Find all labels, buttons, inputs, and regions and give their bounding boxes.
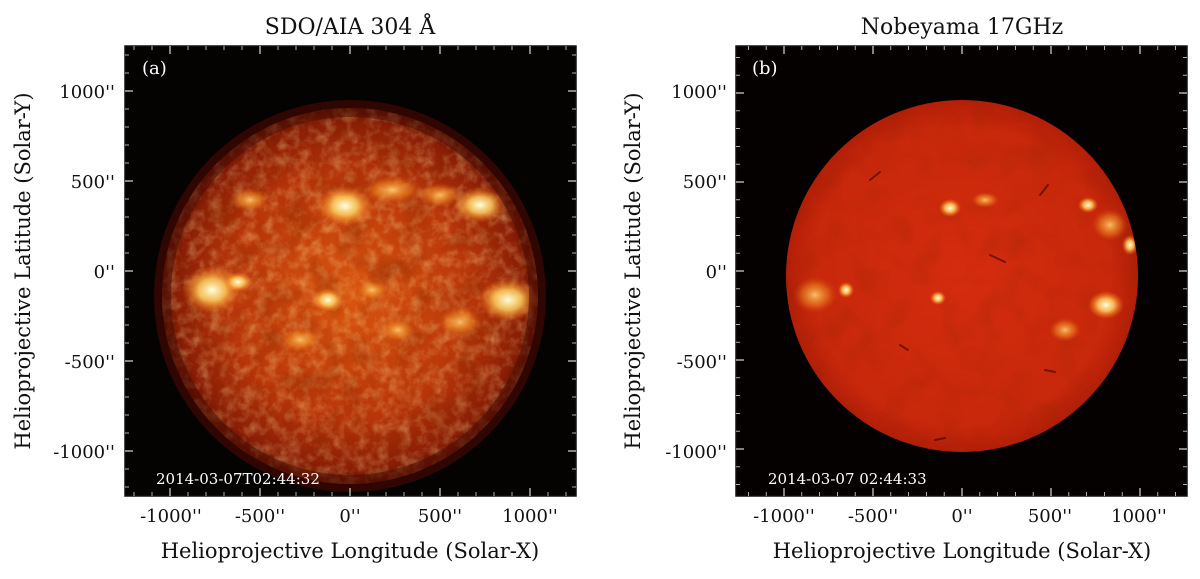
y-tick-label: 0'': [706, 262, 727, 283]
y-tick-label: 500'': [683, 172, 727, 193]
tick-marks: [125, 46, 576, 496]
x-axis-label: Helioprojective Longitude (Solar-X): [773, 539, 1152, 563]
y-tick-label: 500'': [71, 172, 115, 193]
x-tick-label: 500'': [418, 506, 462, 527]
y-axis-label: Helioprojective Latitude (Solar-Y): [621, 92, 645, 449]
y-tick-label: -1000'': [665, 442, 727, 463]
tick-marks: [736, 46, 1187, 496]
y-tick-label: -1000'': [53, 442, 115, 463]
panel-nobeyama-17ghz: Nobeyama 17GHz: [621, 15, 1188, 563]
panel-title: SDO/AIA 304 Å: [265, 12, 437, 40]
y-tick-label: 0'': [94, 262, 115, 283]
x-axis-label: Helioprojective Longitude (Solar-X): [161, 539, 540, 563]
x-tick-label: 0'': [339, 506, 360, 527]
x-tick-label: 1000'': [1111, 506, 1167, 527]
x-tick-label: 1000'': [502, 506, 558, 527]
timestamp: 2014-03-07T02:44:32: [156, 470, 320, 488]
x-tick-label: -1000'': [753, 506, 815, 527]
x-tick-label: -500'': [235, 506, 285, 527]
y-tick-label: 1000'': [671, 82, 727, 103]
solar-disk-radio: [786, 100, 1138, 452]
y-tick-labels: 1000'' 500'' 0'' -500'' -1000'': [53, 82, 115, 463]
solar-disk-euv: [154, 100, 546, 492]
x-tick-label: -1000'': [140, 506, 202, 527]
x-tick-labels: -1000'' -500'' 0'' 500'' 1000'': [140, 506, 558, 527]
timestamp: 2014-03-07 02:44:33: [768, 470, 927, 488]
y-tick-labels: 1000'' 500'' 0'' -500'' -1000'': [665, 82, 727, 463]
panel-aia-304: SDO/AIA 304 Å: [11, 12, 577, 563]
x-tick-labels: -1000'' -500'' 0'' 500'' 1000'': [753, 506, 1167, 527]
y-axis-label: Helioprojective Latitude (Solar-Y): [11, 92, 35, 449]
y-tick-label: 1000'': [59, 82, 115, 103]
x-tick-label: 500'': [1028, 506, 1072, 527]
x-tick-label: 0'': [951, 506, 972, 527]
panel-title: Nobeyama 17GHz: [861, 15, 1063, 40]
panel-label: (b): [752, 58, 778, 79]
y-tick-label: -500'': [65, 352, 115, 373]
x-tick-label: -500'': [848, 506, 898, 527]
y-tick-label: -500'': [677, 352, 727, 373]
panel-label: (a): [142, 58, 167, 79]
